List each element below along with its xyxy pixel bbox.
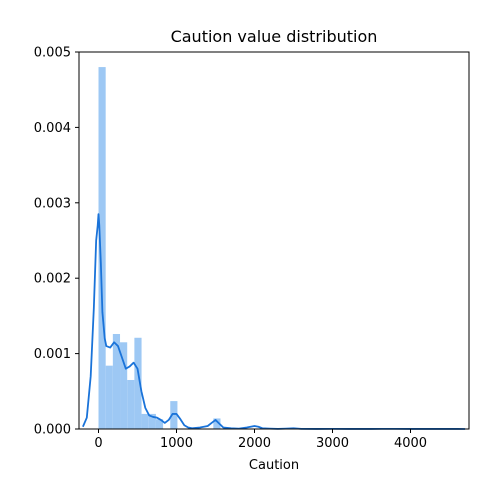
x-tick-label: 0 [94,436,102,451]
histogram-bar-3 [120,342,128,429]
plot-frame [78,51,470,430]
histogram-bar-4 [127,379,135,429]
y-tick-label: 0.002 [34,272,71,287]
y-tick-label: 0.001 [34,347,71,362]
histogram-bar-5 [134,337,142,429]
x-tick-label: 1000 [160,436,193,451]
y-axis-ticks: 0.000 0.001 0.002 0.003 0.004 0.005 [34,46,79,438]
y-tick-label: 0.004 [34,121,71,136]
y-tick-label: 0.005 [34,46,71,61]
histogram-bar-16 [213,418,221,429]
x-tick-label: 4000 [394,436,427,451]
histogram-bar-1 [105,365,113,429]
chart-title: Caution value distribution [171,27,378,46]
x-axis-label: Caution [249,458,299,473]
histogram-bar-7 [148,413,156,429]
x-tick-label: 2000 [238,436,271,451]
x-tick-label: 3000 [316,436,349,451]
histogram-bars [98,67,221,429]
histogram-bar-2 [112,333,121,429]
kde-curve [82,213,466,430]
y-tick-label: 0.003 [34,196,71,211]
kde-curve-group [82,213,466,430]
y-tick-label: 0.000 [34,423,71,438]
histogram-bar-6 [141,413,149,429]
x-axis-ticks: 0 1000 2000 3000 4000 [94,429,427,451]
histogram-bar-8 [155,419,164,429]
histogram-bar-10 [170,401,178,429]
histogram-bar-0 [98,67,106,429]
